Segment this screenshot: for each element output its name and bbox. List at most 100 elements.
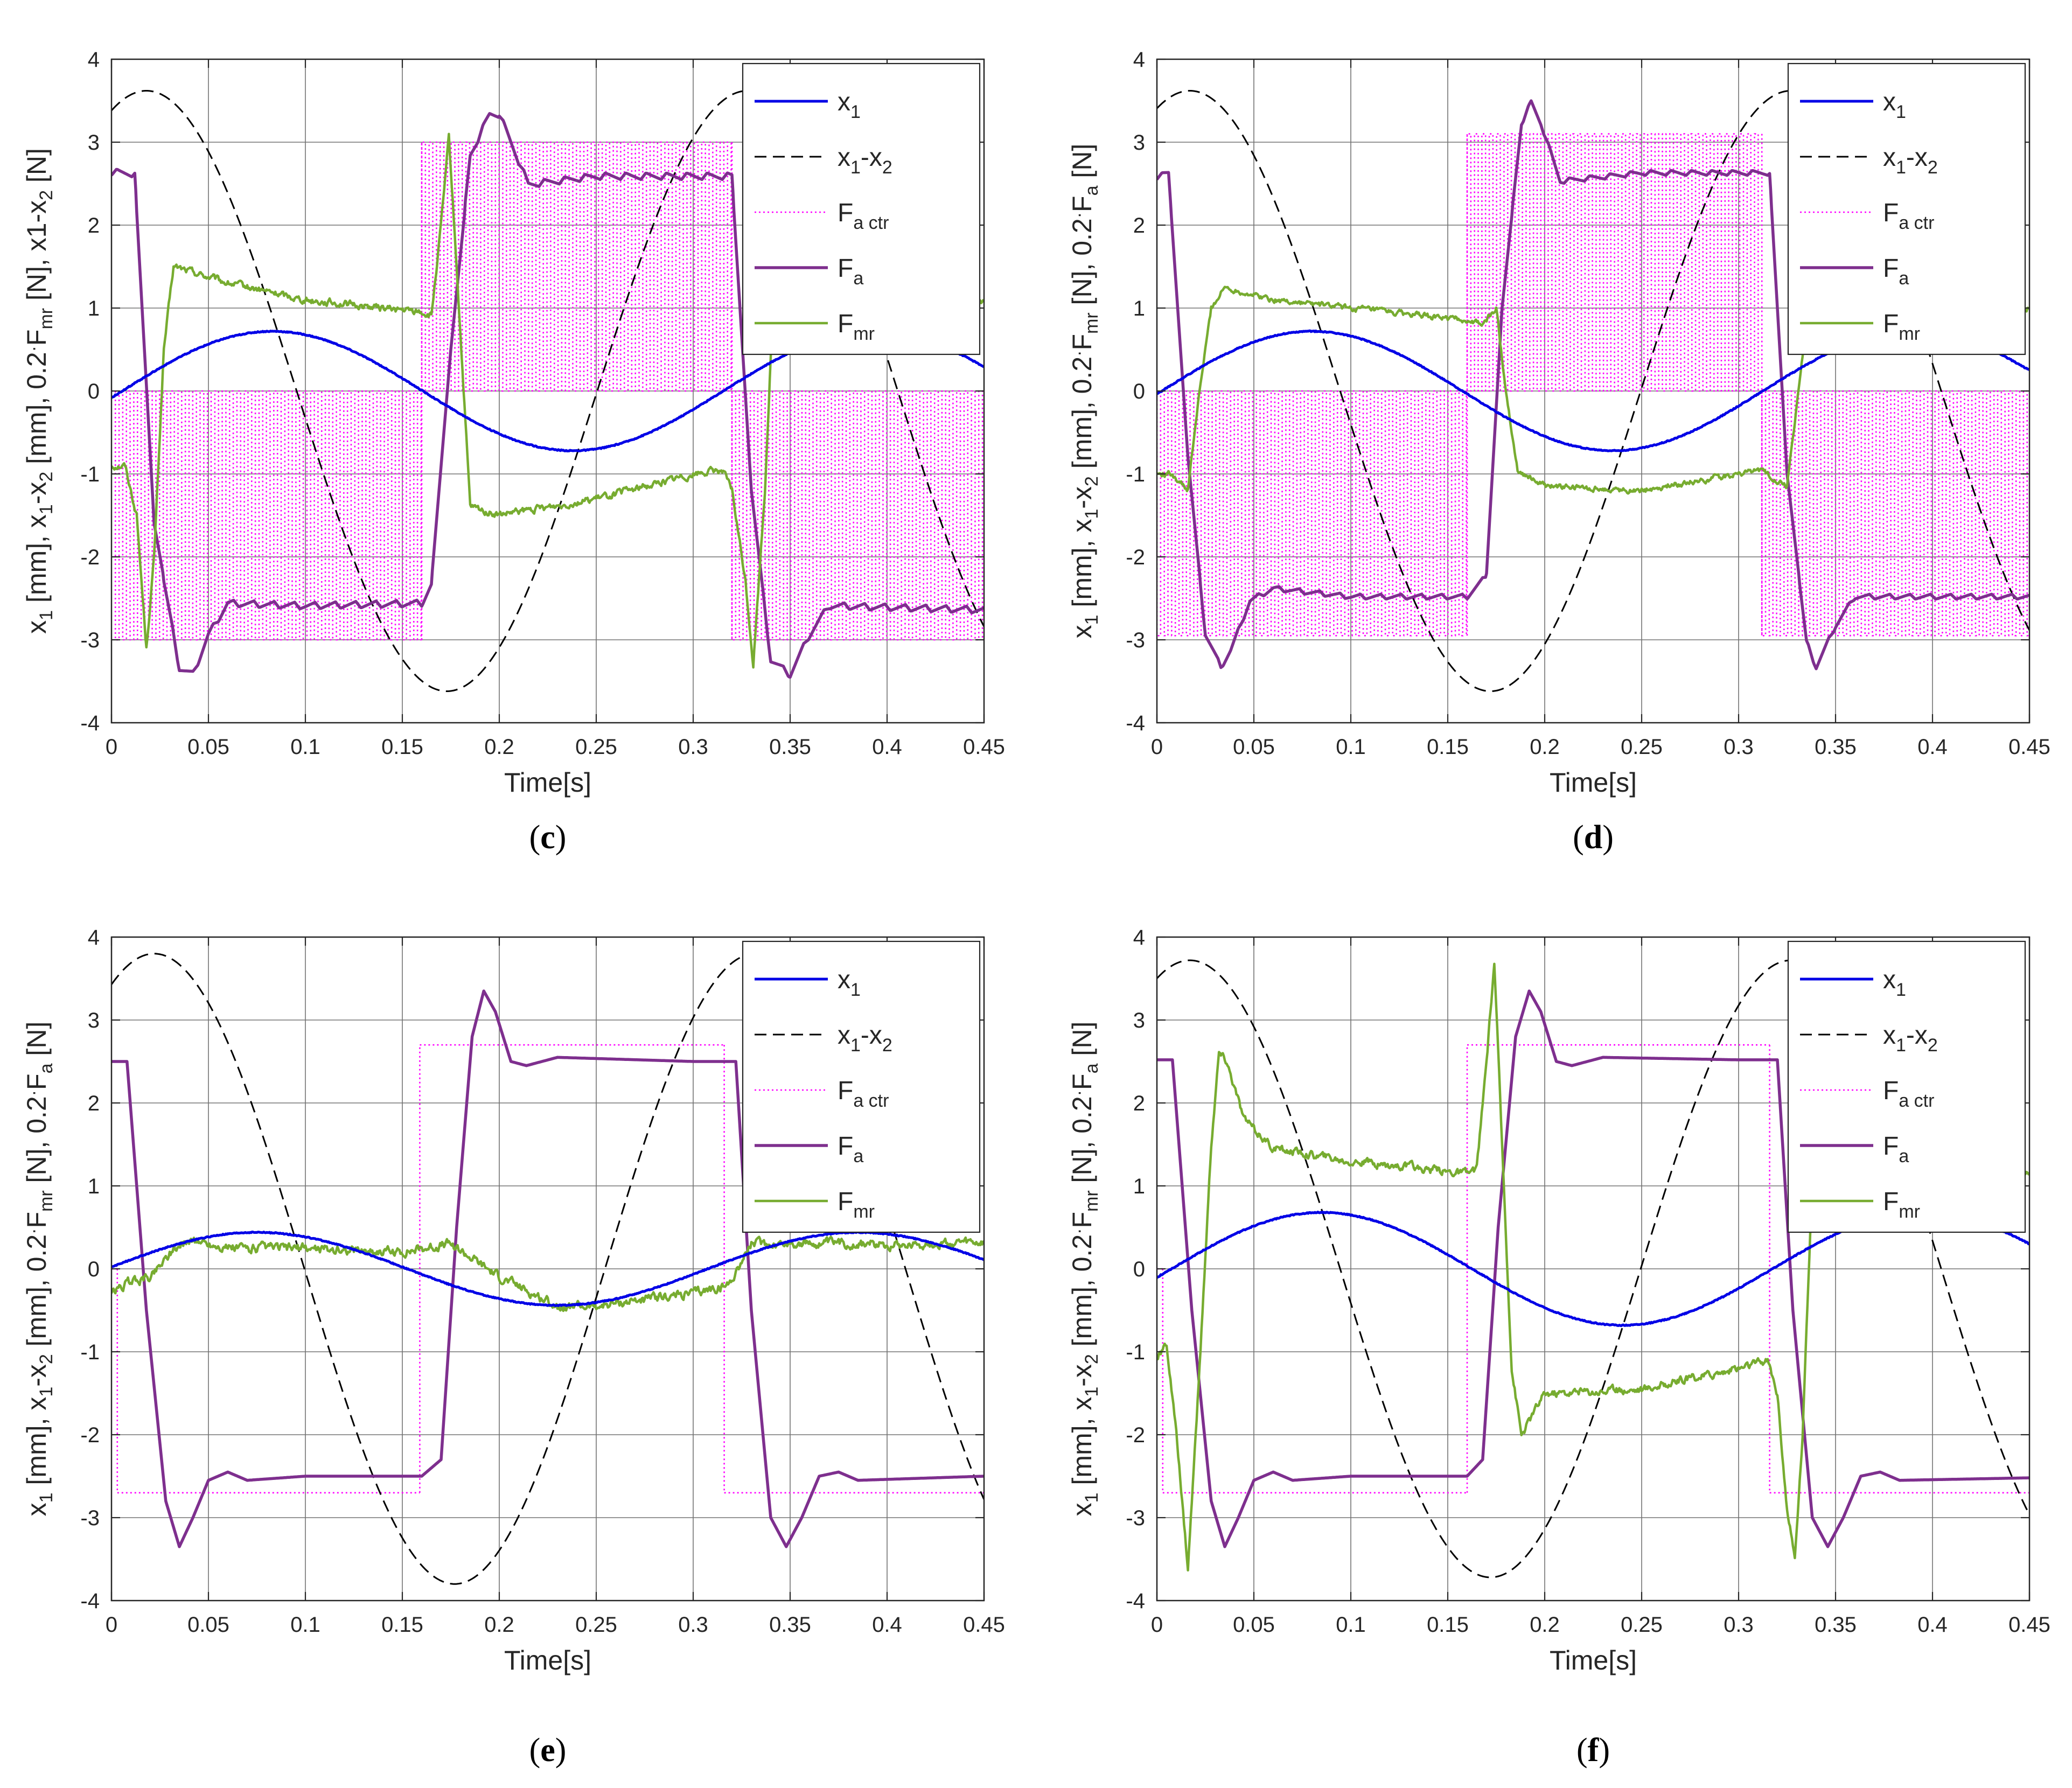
legend-label-sub: 1 (1896, 1035, 1906, 1056)
legend-label-main: x (1883, 1021, 1896, 1050)
y-label-text: F (1067, 1073, 1097, 1090)
legend-label-sub: 2 (1928, 157, 1938, 178)
x-tick-label: 0.1 (1336, 735, 1366, 759)
legend-label-main: x (838, 966, 850, 994)
legend-label-x1x2: x1-x2 (838, 1021, 892, 1056)
legend-label-main: x (1883, 88, 1896, 116)
y-axis-label: x1 [mm], x1-x2 [mm], 0.2·Fmr [N], 0.2·Fa… (1067, 144, 1102, 639)
x-tick-label: 0.25 (575, 1613, 617, 1637)
series-x1-x2 (1157, 959, 2029, 1579)
y-tick-label: 2 (88, 214, 100, 238)
y-tick-label: 0 (88, 380, 100, 403)
legend-label-sub: 2 (882, 1035, 892, 1056)
legend-label-x1x2: x1-x2 (838, 143, 892, 178)
x-tick-label: 0.05 (187, 735, 229, 759)
y-label-text: -x (1067, 486, 1097, 509)
x-tick-label: 0.4 (872, 735, 902, 759)
legend-label-fact: Fa ctr (838, 199, 889, 233)
y-label-sub: 1 (36, 1387, 57, 1397)
series-fa-ctr (1157, 1044, 2029, 1494)
caption-letter: f (1588, 1732, 1600, 1769)
caption-letter: e (540, 1732, 555, 1769)
y-label-text: x (1067, 625, 1097, 638)
y-label-text: [mm], 0.2 (1067, 357, 1097, 476)
x-tick-label: 0.3 (1724, 1613, 1754, 1637)
series-fa (111, 989, 984, 1548)
y-label-text: x (22, 1503, 52, 1516)
legend-label-main: -x (861, 1021, 882, 1050)
caption-letter: d (1584, 819, 1602, 856)
ticks (1156, 58, 2031, 724)
x-tick-label: 0.35 (769, 735, 811, 759)
y-tick-label: 0 (1133, 1258, 1145, 1281)
y-tick-label: 2 (1133, 214, 1145, 238)
y-tick-label: 1 (88, 1175, 100, 1198)
legend-label-main: -x (1906, 143, 1928, 172)
x-tick-label: 0.15 (1427, 735, 1469, 759)
y-label-sub: 1 (36, 504, 57, 514)
chart-panel-d: 0 0.05 0.1 0.15 0.2 0.25 0.3 0.35 0.4 0.45 -4 -3 -2 -… (1067, 48, 2050, 856)
legend-label-fact: Fa ctr (1883, 1077, 1934, 1111)
x-tick-label: 0.25 (575, 735, 617, 759)
y-tick-label: 1 (1133, 297, 1145, 320)
legend-label-sub: a (1899, 1146, 1909, 1167)
x-tick-label: 0 (106, 735, 117, 759)
y-tick-label: 1 (88, 297, 100, 320)
x-tick-label: 0.25 (1621, 1613, 1663, 1637)
legend-label-x1: x1 (838, 966, 861, 1000)
legend-label-main: F (1883, 1077, 1899, 1105)
series-fa (111, 112, 984, 679)
y-tick-label: 0 (1133, 380, 1145, 403)
x-tick-label: 0.1 (290, 1613, 320, 1637)
legend-label-sub: a ctr (853, 213, 889, 233)
x-tick-label: 0.4 (872, 1613, 902, 1637)
x-axis-label: Time[s] (1550, 767, 1637, 798)
x-tick-label: 0.05 (187, 1613, 229, 1637)
chart-panel-f: 0 0.05 0.1 0.15 0.2 0.25 0.3 0.35 0.4 0.45 -4 -3 -2 -… (1067, 926, 2050, 1769)
x-tick-label: 0.45 (963, 735, 1005, 759)
caption-paren: ) (555, 819, 567, 856)
legend-label-sub: 1 (850, 980, 861, 1000)
legend-label-fa: Fa (838, 1132, 863, 1167)
y-label-text: [N], 0.2 (1067, 1096, 1097, 1190)
y-label-text: x (1067, 1503, 1097, 1516)
legend-label-fmr: Fmr (838, 310, 875, 344)
chart-panel-e: 0 0.05 0.1 0.15 0.2 0.25 0.3 0.35 0.4 0.45 -4 -3 -2 -… (22, 926, 1005, 1769)
y-label-dot: · (23, 1228, 44, 1234)
legend-label-main: x (838, 88, 850, 116)
x-tick-label: 0 (1151, 1613, 1163, 1637)
x-tick-label: 0.45 (963, 1613, 1005, 1637)
legend-label-x1x2: x1-x2 (1883, 143, 1938, 178)
y-tick-label: 3 (1133, 1009, 1145, 1032)
legend-label-fa: Fa (838, 254, 863, 289)
legend-box (1787, 62, 2026, 355)
x-tick-label: 0.2 (484, 1613, 514, 1637)
series-x1 (111, 1230, 984, 1307)
y-label-text: -x (1067, 1364, 1097, 1387)
y-tick-label: -3 (1126, 1506, 1145, 1530)
x-tick-label: 0.15 (381, 735, 423, 759)
series-group (1157, 90, 2029, 692)
chart-panel-c: 0 0.05 0.1 0.15 0.2 0.25 0.3 0.35 0.4 0.45 -4 -3 -2 -… (22, 48, 1005, 856)
legend-label-x1x2: x1-x2 (1883, 1021, 1938, 1056)
legend-label-sub: a (853, 268, 863, 289)
y-tick-label: -1 (1126, 463, 1145, 486)
legend-label-sub: 2 (882, 157, 892, 178)
y-tick-label: 3 (88, 131, 100, 155)
legend-label-fa: Fa (1883, 254, 1909, 289)
y-label-sub: 1 (36, 1492, 57, 1503)
y-tick-label: -2 (80, 1423, 100, 1447)
legend-label-sub: mr (853, 1202, 875, 1222)
y-tick-label: -3 (1126, 628, 1145, 652)
legend-label-fmr: Fmr (1883, 1188, 1920, 1222)
x-tick-label: 0.35 (1815, 1613, 1857, 1637)
legend-label-main: x (1883, 143, 1896, 172)
y-label-text: [mm], x (1067, 519, 1097, 615)
y-tick-label: -1 (1126, 1340, 1145, 1364)
y-axis-label: x1 [mm], x1-x2 [mm], 0.2·Fmr [N], 0.2·Fa… (1067, 1022, 1102, 1517)
y-label-dot: · (1069, 212, 1089, 218)
x-tick-label: 0.3 (678, 1613, 708, 1637)
x-tick-label: 0.15 (381, 1613, 423, 1637)
y-tick-label: -2 (1126, 1423, 1145, 1447)
